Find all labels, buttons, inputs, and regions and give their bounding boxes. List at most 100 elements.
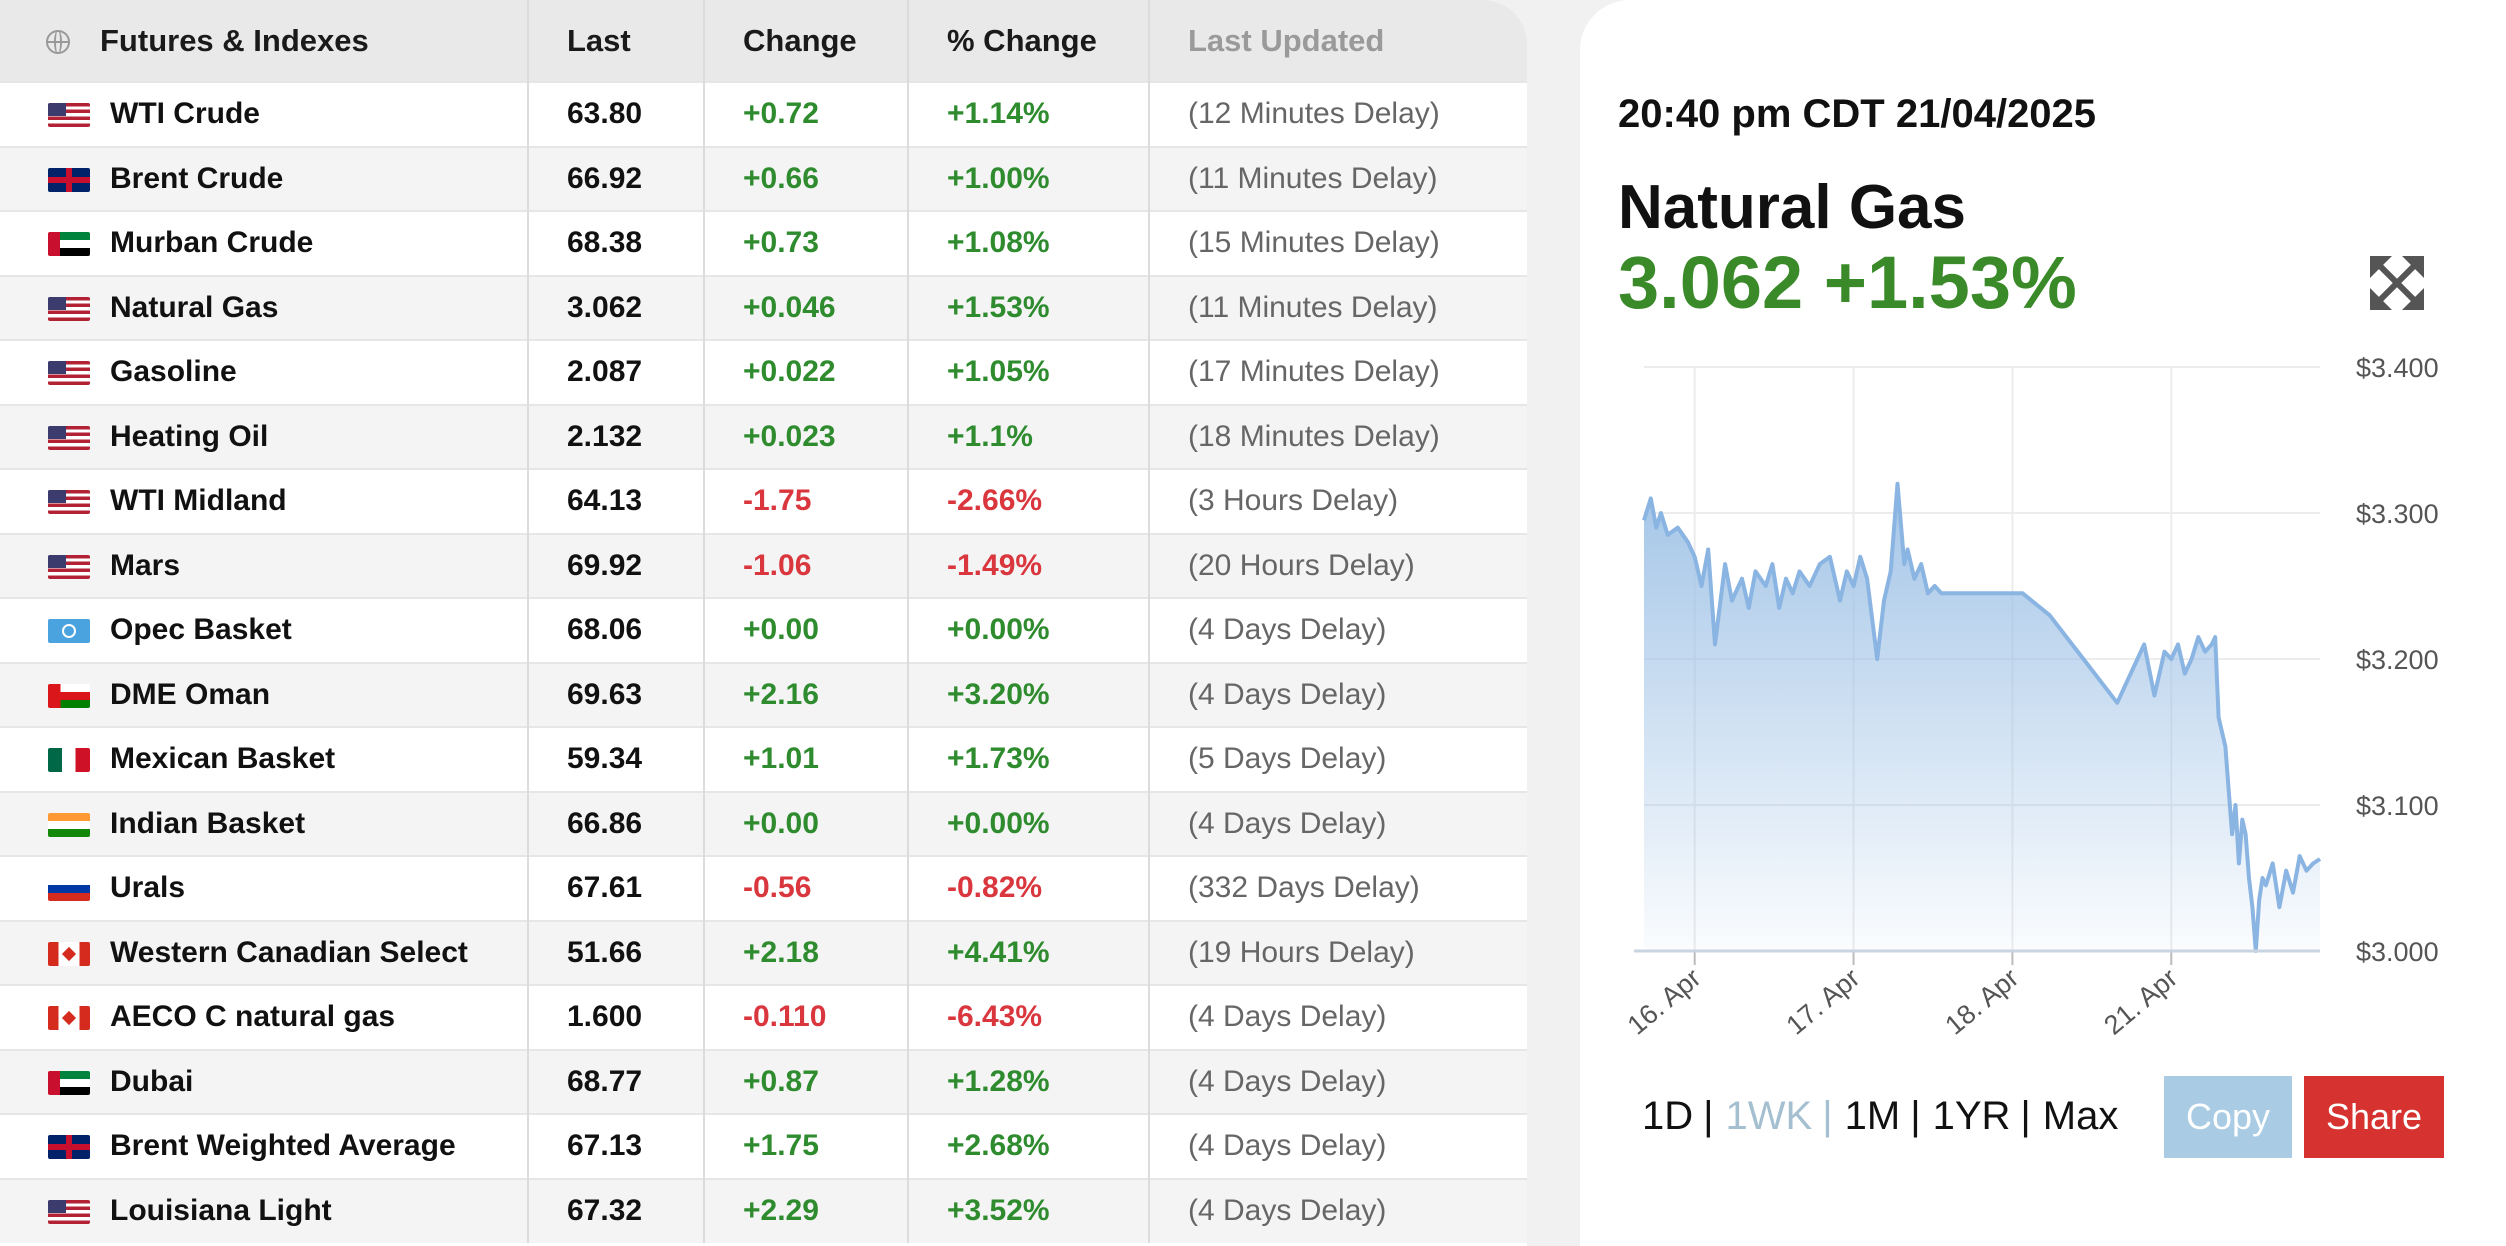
range-1m[interactable]: 1M <box>1844 1094 1901 1138</box>
table-row[interactable]: Brent Weighted Average 67.13 +1.75 +2.68% (4… <box>0 1113 1527 1179</box>
uae-flag-icon <box>48 1070 90 1095</box>
range-1wk[interactable]: 1WK <box>1725 1094 1813 1138</box>
pct-change-cell: +3.52% <box>908 1177 1150 1243</box>
instrument-name-cell[interactable]: Dubai <box>0 1048 529 1114</box>
y-tick-label: $3.400 <box>2356 353 2439 383</box>
x-tick-label: 21. Apr <box>2098 963 2183 1041</box>
range-separator: | <box>2020 1094 2031 1138</box>
pct-change-cell: +1.73% <box>908 726 1150 792</box>
instrument-name-cell[interactable]: Gasoline <box>0 339 529 405</box>
ca-flag-icon <box>48 1006 90 1031</box>
last-price-cell: 1.600 <box>528 984 705 1050</box>
range-max[interactable]: Max <box>2042 1094 2119 1138</box>
globe-icon <box>46 30 70 55</box>
pct-change-cell: +3.20% <box>908 661 1150 727</box>
table-row[interactable]: Dubai 68.77 +0.87 +1.28% (4 Days Delay) <box>0 1048 1527 1114</box>
instrument-name-cell[interactable]: WTI Crude <box>0 81 529 147</box>
oman-flag-icon <box>48 683 90 708</box>
us-flag-icon <box>48 1200 90 1225</box>
pct-change-cell: +1.08% <box>908 210 1150 276</box>
table-row[interactable]: Urals 67.61 -0.56 -0.82% (332 Days Delay) <box>0 855 1527 921</box>
table-row[interactable]: Mars 69.92 -1.06 -1.49% (20 Hours Delay) <box>0 532 1527 598</box>
pct-change-cell: -1.49% <box>908 532 1150 598</box>
change-cell: +0.00 <box>704 597 909 663</box>
instrument-name-cell[interactable]: Mars <box>0 532 529 598</box>
range-separator: | <box>1822 1094 1833 1138</box>
table-row[interactable]: Natural Gas 3.062 +0.046 +1.53% (11 Minutes … <box>0 274 1527 340</box>
last-price-cell: 68.77 <box>528 1048 705 1114</box>
table-row[interactable]: Murban Crude 68.38 +0.73 +1.08% (15 Minutes … <box>0 210 1527 276</box>
table-row[interactable]: Opec Basket 68.06 +0.00 +0.00% (4 Days Delay… <box>0 597 1527 663</box>
y-tick-label: $3.000 <box>2356 937 2439 967</box>
mx-flag-icon <box>48 748 90 773</box>
last-updated-cell: (18 Minutes Delay) <box>1149 403 1527 469</box>
table-row[interactable]: Mexican Basket 59.34 +1.01 +1.73% (5 Days De… <box>0 726 1527 792</box>
last-price-cell: 66.92 <box>528 145 705 211</box>
pct-change-cell: +0.00% <box>908 790 1150 856</box>
table-row[interactable]: WTI Crude 63.80 +0.72 +1.14% (12 Minutes Del… <box>0 81 1527 147</box>
last-updated-cell: (11 Minutes Delay) <box>1149 145 1527 211</box>
table-row[interactable]: Louisiana Light 67.32 +2.29 +3.52% (4 Days D… <box>0 1177 1527 1243</box>
change-cell: +1.01 <box>704 726 909 792</box>
x-tick-label: 17. Apr <box>1781 963 1866 1041</box>
instrument-name-cell[interactable]: Louisiana Light <box>0 1177 529 1243</box>
table-row[interactable]: Brent Crude 66.92 +0.66 +1.00% (11 Minutes D… <box>0 145 1527 211</box>
instrument-name-cell[interactable]: Brent Crude <box>0 145 529 211</box>
instrument-name-cell[interactable]: Opec Basket <box>0 597 529 663</box>
table-row[interactable]: Heating Oil 2.132 +0.023 +1.1% (18 Minutes D… <box>0 403 1527 469</box>
table-row[interactable]: WTI Midland 64.13 -1.75 -2.66% (3 Hours Dela… <box>0 468 1527 534</box>
instrument-name-cell[interactable]: Heating Oil <box>0 403 529 469</box>
instrument-name-cell[interactable]: Brent Weighted Average <box>0 1113 529 1179</box>
last-price-cell: 2.132 <box>528 403 705 469</box>
instrument-name-cell[interactable]: Mexican Basket <box>0 726 529 792</box>
range-1yr[interactable]: 1YR <box>1932 1094 2011 1138</box>
last-price-cell: 68.38 <box>528 210 705 276</box>
change-cell: +0.046 <box>704 274 909 340</box>
futures-table: Futures & Indexes Last Change % Change L… <box>0 0 1527 1243</box>
pct-change-cell: +1.53% <box>908 274 1150 340</box>
last-updated-cell: (4 Days Delay) <box>1149 1177 1527 1243</box>
x-tick-label: 16. Apr <box>1622 963 1707 1041</box>
last-updated-cell: (5 Days Delay) <box>1149 726 1527 792</box>
instrument-name-cell[interactable]: Indian Basket <box>0 790 529 856</box>
instrument-name-cell[interactable]: WTI Midland <box>0 468 529 534</box>
table-row[interactable]: Indian Basket 66.86 +0.00 +0.00% (4 Days Del… <box>0 790 1527 856</box>
us-flag-icon <box>48 490 90 515</box>
pct-change-cell: -6.43% <box>908 984 1150 1050</box>
col-header-change[interactable]: Change <box>704 0 909 82</box>
instrument-name-cell[interactable]: DME Oman <box>0 661 529 727</box>
series-area <box>1644 483 2320 951</box>
last-updated-cell: (4 Days Delay) <box>1149 984 1527 1050</box>
copy-button[interactable]: Copy <box>2164 1076 2292 1158</box>
range-1d[interactable]: 1D <box>1642 1094 1694 1138</box>
last-price-cell: 64.13 <box>528 468 705 534</box>
last-price-cell: 59.34 <box>528 726 705 792</box>
col-header-last-updated[interactable]: Last Updated <box>1188 22 1385 58</box>
price-chart[interactable]: $3.400 $3.300 $3.200 $3.100 $3.000 16. Apr 17.… <box>1580 330 2506 1060</box>
pct-change-cell: +1.14% <box>908 81 1150 147</box>
col-header-pct-change[interactable]: % Change <box>908 0 1150 82</box>
last-updated-cell: (20 Hours Delay) <box>1149 532 1527 598</box>
table-row[interactable]: DME Oman 69.63 +2.16 +3.20% (4 Days Delay) <box>0 661 1527 727</box>
change-cell: +2.16 <box>704 661 909 727</box>
instrument-name-cell[interactable]: AECO C natural gas <box>0 984 529 1050</box>
instrument-name-cell[interactable]: Western Canadian Select <box>0 919 529 985</box>
col-header-last[interactable]: Last <box>528 0 705 82</box>
instrument-name-cell[interactable]: Urals <box>0 855 529 921</box>
uae-flag-icon <box>48 232 90 257</box>
table-row[interactable]: Western Canadian Select 51.66 +2.18 +4.41%(… <box>0 919 1527 985</box>
pct-change-cell: +1.28% <box>908 1048 1150 1114</box>
table-row[interactable]: Gasoline 2.087 +0.022 +1.05% (17 Minutes Del… <box>0 339 1527 405</box>
range-separator: | <box>1703 1094 1714 1138</box>
table-row[interactable]: AECO C natural gas 1.600 -0.110 -6.43% (4 Da… <box>0 984 1527 1050</box>
share-button[interactable]: Share <box>2304 1076 2444 1158</box>
pct-change-cell: +1.05% <box>908 339 1150 405</box>
last-price-cell: 69.63 <box>528 661 705 727</box>
instrument-name-cell[interactable]: Murban Crude <box>0 210 529 276</box>
col-header-name[interactable]: Futures & Indexes <box>0 0 529 82</box>
change-cell: +0.023 <box>704 403 909 469</box>
instrument-name-cell[interactable]: Natural Gas <box>0 274 529 340</box>
expand-icon[interactable] <box>2368 254 2426 312</box>
table-header-row: Futures & Indexes Last Change % Change L… <box>0 0 1527 82</box>
change-cell: -1.06 <box>704 532 909 598</box>
